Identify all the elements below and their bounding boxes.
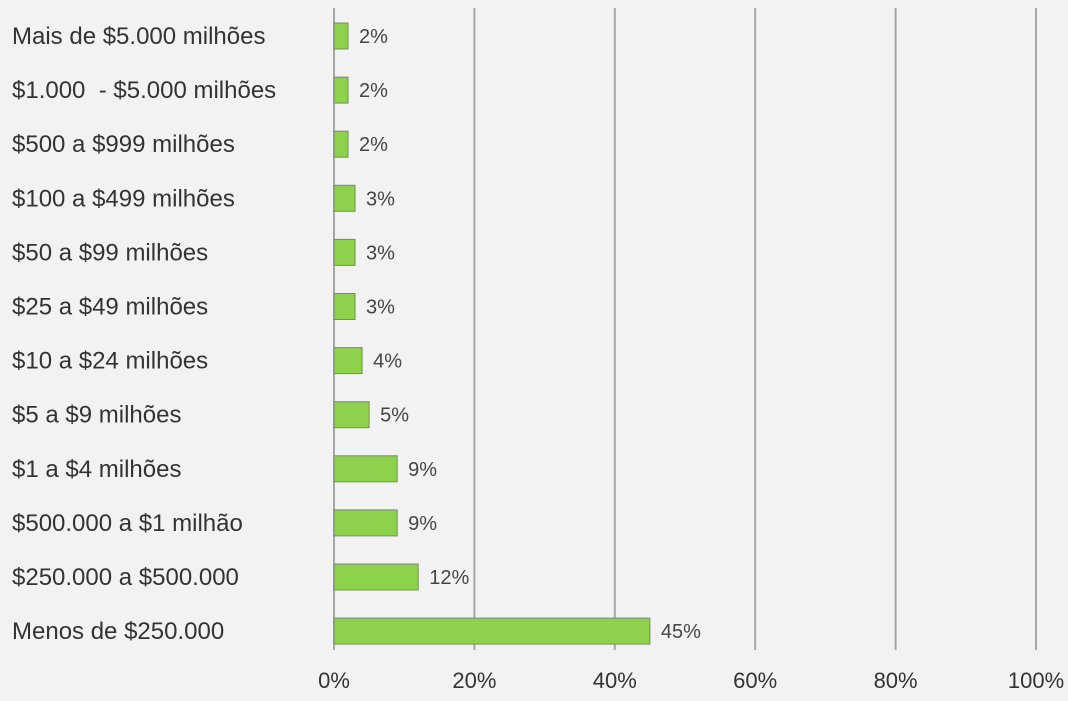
x-tick-label: 100%	[1008, 668, 1064, 693]
value-label: 3%	[366, 297, 395, 319]
value-label: 9%	[408, 513, 437, 535]
x-tick-label: 20%	[452, 668, 496, 693]
x-tick-label: 40%	[593, 668, 637, 693]
bar	[333, 617, 651, 645]
bar	[333, 401, 370, 429]
bar	[333, 563, 419, 591]
bar	[333, 509, 398, 537]
category-label: Menos de $250.000	[12, 618, 224, 645]
category-label: $10 a $24 milhões	[12, 348, 208, 375]
bar	[333, 293, 356, 320]
value-label: 2%	[359, 134, 388, 156]
gridlines	[333, 8, 1037, 650]
category-label: $250.000 a $500.000	[12, 564, 239, 591]
value-label: 2%	[359, 26, 388, 48]
bars	[333, 22, 651, 645]
category-label: $500 a $999 milhões	[12, 131, 235, 158]
category-label: $50 a $99 milhões	[12, 239, 208, 266]
value-label: 12%	[429, 567, 469, 589]
value-label: 9%	[408, 459, 437, 481]
category-label: $1.000 - $5.000 milhões	[12, 77, 276, 104]
category-label: $25 a $49 milhões	[12, 294, 208, 321]
value-label: 3%	[366, 242, 395, 264]
category-label: $500.000 a $1 milhão	[12, 510, 243, 537]
value-label: 3%	[366, 188, 395, 210]
category-label: $5 a $9 milhões	[12, 402, 181, 429]
value-labels: 2% 2% 2% 3% 3% 3% 4% 5% 9% 9% 12% 45%	[359, 26, 701, 643]
bar	[333, 238, 356, 266]
value-label: 5%	[380, 405, 409, 427]
value-label: 2%	[359, 80, 388, 102]
value-label: 4%	[373, 351, 402, 373]
x-tick-label: 60%	[733, 668, 777, 693]
bar	[333, 22, 349, 50]
x-tick-label: 80%	[874, 668, 918, 693]
category-label: $100 a $499 milhões	[12, 185, 235, 212]
bar	[333, 455, 398, 483]
bar	[333, 76, 349, 104]
x-axis-tick-labels: 0% 20% 40% 60% 80% 100%	[318, 668, 1064, 693]
x-tick-label: 0%	[318, 668, 350, 693]
bar	[333, 184, 356, 212]
value-label: 45%	[661, 621, 701, 643]
category-labels: Mais de $5.000 milhões $1.000 - $5.000 mi…	[12, 23, 276, 645]
bar	[333, 130, 349, 158]
bar	[333, 347, 363, 375]
category-label: Mais de $5.000 milhões	[12, 23, 265, 50]
category-label: $1 a $4 milhões	[12, 456, 181, 483]
